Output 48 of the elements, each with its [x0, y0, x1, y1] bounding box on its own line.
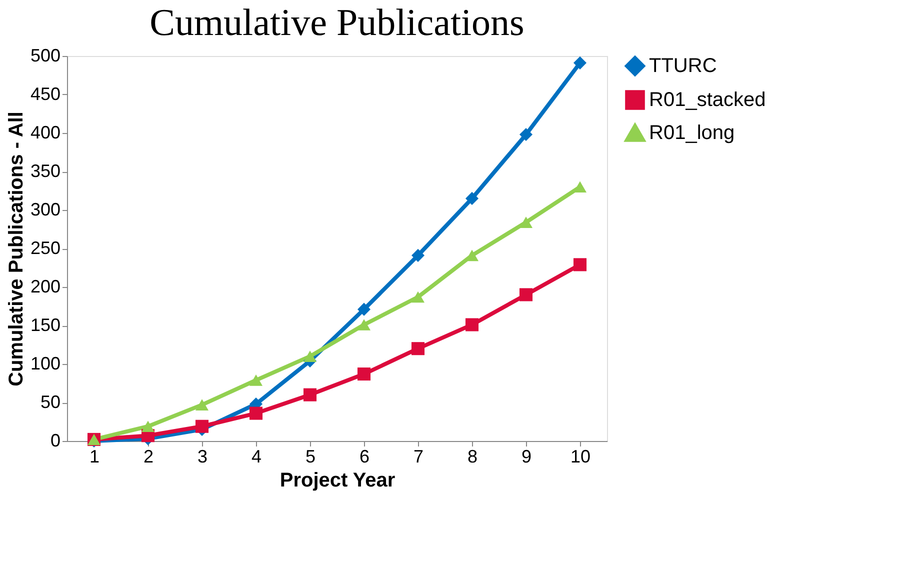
y-tick-label: 500: [30, 46, 60, 66]
x-tick-label: 7: [413, 446, 424, 466]
y-tick-label: 400: [30, 122, 60, 142]
point: [195, 420, 209, 433]
y-axis-title: Cumulative Publications - All: [5, 112, 28, 386]
point: [411, 248, 425, 262]
point: [465, 318, 479, 332]
x-tick-label: 6: [359, 446, 370, 466]
point: [357, 302, 371, 316]
x-tick-label: 3: [197, 446, 208, 466]
legend-label: R01_long: [649, 122, 735, 144]
point: [519, 288, 533, 302]
point: [519, 128, 533, 142]
x-tick-label: 2: [143, 446, 154, 466]
point: [357, 367, 371, 381]
y-tick-label: 450: [30, 84, 60, 104]
y-tick-label: 100: [30, 354, 60, 374]
point: [573, 181, 587, 193]
y-tick-label: 0: [50, 430, 60, 450]
y-tick-label: 300: [30, 200, 60, 220]
y-tick-label: 250: [30, 238, 60, 258]
point: [141, 420, 155, 432]
point: [195, 399, 209, 410]
x-axis-title: Project Year: [280, 470, 396, 492]
point: [249, 374, 263, 386]
x-tick-label: 5: [305, 446, 316, 466]
legend-label: TTURC: [649, 55, 717, 77]
chart-title: Cumulative Publications: [150, 2, 524, 44]
legend-label: R01_stacked: [649, 89, 766, 111]
x-tick-label: 8: [467, 446, 478, 466]
point: [411, 291, 425, 303]
point: [573, 56, 587, 70]
x-tick-label: 1: [89, 446, 100, 466]
point: [573, 258, 587, 272]
point: [303, 350, 317, 362]
point: [249, 406, 263, 420]
y-tick-label: 200: [30, 276, 60, 296]
point: [411, 342, 425, 356]
x-tick-label: 4: [251, 446, 262, 466]
x-tick-label: 9: [521, 446, 532, 466]
x-tick-label: 10: [570, 446, 591, 466]
y-tick-label: 150: [30, 315, 60, 335]
point: [303, 388, 317, 402]
point: [465, 192, 479, 205]
y-tick-label: 350: [30, 161, 60, 181]
point: [357, 319, 371, 330]
y-tick-label: 50: [40, 392, 60, 412]
point: [519, 216, 533, 228]
